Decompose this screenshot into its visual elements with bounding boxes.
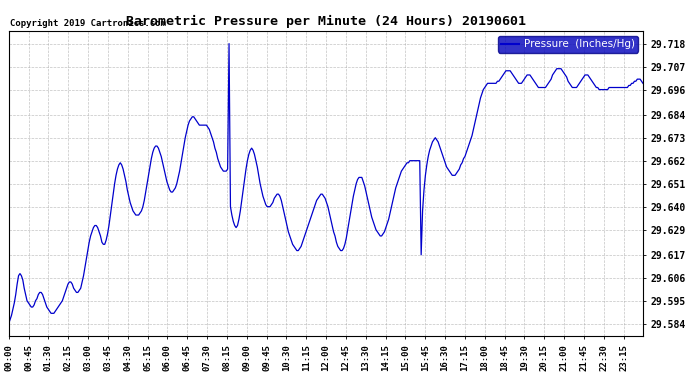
Title: Barometric Pressure per Minute (24 Hours) 20190601: Barometric Pressure per Minute (24 Hours…: [126, 15, 526, 28]
Text: Copyright 2019 Cartronics.com: Copyright 2019 Cartronics.com: [10, 19, 166, 28]
Legend: Pressure  (Inches/Hg): Pressure (Inches/Hg): [497, 36, 638, 52]
